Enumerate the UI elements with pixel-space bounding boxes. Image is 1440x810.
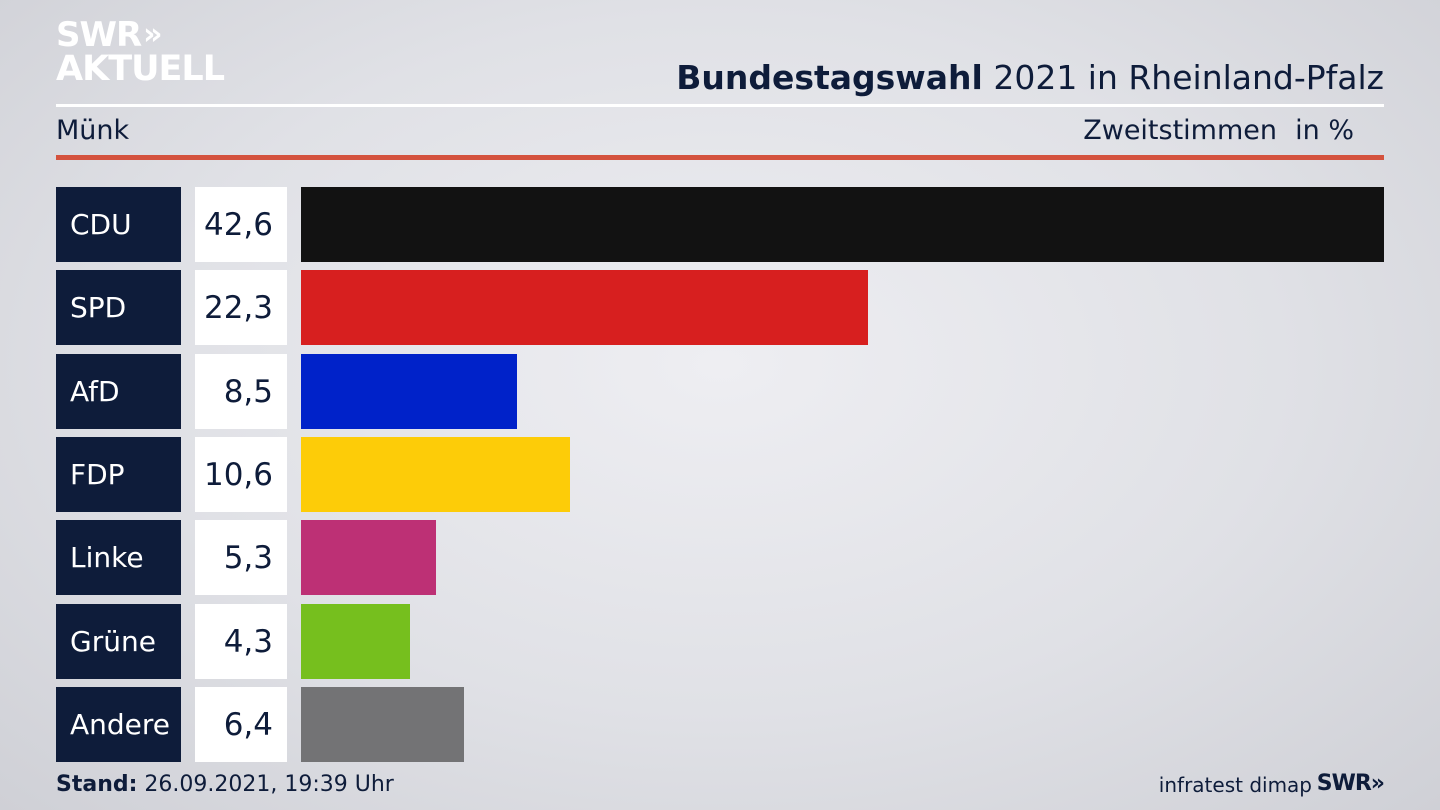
value-label: 42,6 [195, 187, 287, 262]
divider-red [56, 155, 1384, 160]
bar [301, 604, 410, 679]
chart-row: CDU 42,6 [56, 187, 1384, 262]
divider-white [56, 104, 1384, 107]
logo-line1: SWR [56, 15, 142, 55]
logo-line2: AKTUELL [56, 49, 225, 89]
value-label: 6,4 [195, 687, 287, 762]
logo-chevrons-icon: » [143, 17, 163, 52]
value-label: 8,5 [195, 354, 287, 429]
chart-row: AfD 8,5 [56, 354, 1384, 429]
party-label: FDP [56, 437, 181, 512]
page-title: Bundestagswahl 2021 in Rheinland-Pfalz [676, 58, 1384, 97]
swr-footer-logo: SWR» [1316, 771, 1385, 796]
unit-label: in % [1295, 115, 1354, 146]
party-label: Linke [56, 520, 181, 595]
chart-row: SPD 22,3 [56, 270, 1384, 345]
bar [301, 687, 464, 762]
bar [301, 187, 1384, 262]
chart-row: FDP 10,6 [56, 437, 1384, 512]
title-bold: Bundestagswahl [676, 58, 983, 97]
party-label: AfD [56, 354, 181, 429]
chart-row: Andere 6,4 [56, 687, 1384, 762]
value-label: 5,3 [195, 520, 287, 595]
party-label: Grüne [56, 604, 181, 679]
bar [301, 437, 570, 512]
value-label: 22,3 [195, 270, 287, 345]
value-label: 4,3 [195, 604, 287, 679]
bar [301, 270, 868, 345]
source-label: infratest dimap [1158, 773, 1312, 797]
vote-type-label: Zweitstimmen [1083, 115, 1277, 146]
timestamp-value: 26.09.2021, 19:39 Uhr [137, 772, 394, 797]
bar [301, 520, 436, 595]
bar [301, 354, 517, 429]
title-rest: 2021 in Rheinland-Pfalz [982, 58, 1384, 97]
timestamp-label: Stand: [56, 772, 138, 797]
region-label: Münk [56, 115, 130, 146]
chart-row: Linke 5,3 [56, 520, 1384, 595]
chart-row: Grüne 4,3 [56, 604, 1384, 679]
value-label: 10,6 [195, 437, 287, 512]
party-label: CDU [56, 187, 181, 262]
footer-logo-text: SWR [1316, 771, 1372, 796]
timestamp: Stand: 26.09.2021, 19:39 Uhr [56, 772, 394, 797]
party-label: SPD [56, 270, 181, 345]
swr-aktuell-logo: SWR» AKTUELL [56, 15, 225, 89]
party-label: Andere [56, 687, 181, 762]
footer-chevrons-icon: » [1370, 771, 1385, 796]
